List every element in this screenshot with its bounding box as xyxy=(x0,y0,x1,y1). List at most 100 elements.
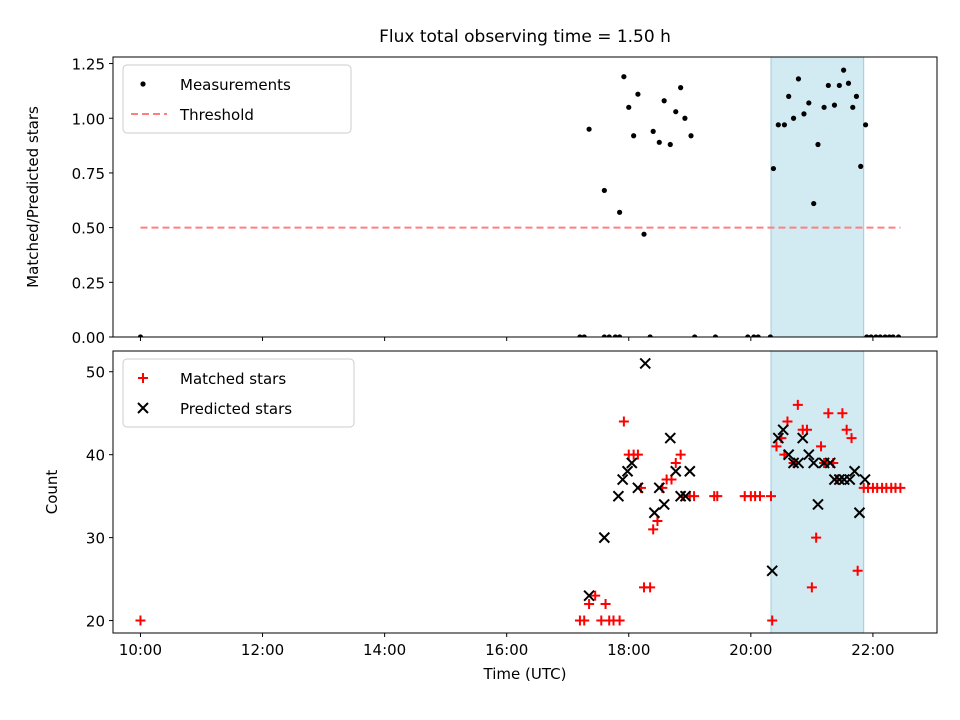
measurement-point xyxy=(895,334,902,337)
measurement-point xyxy=(647,334,653,337)
y-tick-label: 0.00 xyxy=(72,329,105,347)
predicted-star-marker xyxy=(658,498,670,511)
matched-star-marker xyxy=(846,433,857,444)
legend-box xyxy=(122,64,352,134)
predicted-star-marker xyxy=(598,531,611,544)
measurement-point xyxy=(882,334,888,337)
measurement-point xyxy=(617,334,623,337)
bottom-panel: 20 30 40 50 10:00 12:00 14:00 16:00 18:00 20:00 22… xyxy=(43,350,938,683)
measurement-point xyxy=(673,109,679,115)
measurement-point xyxy=(621,74,627,80)
predicted-star-marker xyxy=(844,473,856,486)
x-axis-label: Time (UTC) xyxy=(483,665,567,683)
measurement-point xyxy=(617,209,623,215)
matched-star-marker xyxy=(765,491,776,502)
matched-star-marker xyxy=(771,441,782,452)
matched-star-marker xyxy=(614,615,625,626)
matched-star-marker xyxy=(811,532,822,543)
matched-star-marker xyxy=(590,590,601,601)
matched-star-marker xyxy=(600,598,611,609)
measurement-point xyxy=(635,91,641,97)
measurement-point xyxy=(811,200,817,207)
legend: Measurements Threshold xyxy=(122,64,352,134)
legend: Matched stars Predicted stars xyxy=(122,358,355,428)
measurement-point xyxy=(745,334,751,337)
predicted-star-marker xyxy=(616,473,629,486)
predicted-star-marker xyxy=(853,507,866,519)
matched-star-marker xyxy=(632,449,643,460)
matched-star-marker xyxy=(584,598,595,609)
shaded-region xyxy=(770,57,865,337)
measurement-point xyxy=(770,165,777,172)
predicted-star-marker xyxy=(772,432,785,444)
measurement-point xyxy=(650,128,656,134)
legend-box xyxy=(122,358,355,428)
y-tick-label: 0.25 xyxy=(72,274,105,292)
measurement-point xyxy=(586,126,592,132)
chart-title: Flux total observing time = 1.50 h xyxy=(379,27,671,47)
matched-star-marker xyxy=(837,408,848,419)
predicted-star-marker xyxy=(807,457,820,469)
predicted-star-marker xyxy=(766,565,778,577)
matched-star-marker xyxy=(618,416,629,427)
measurement-point xyxy=(712,334,719,337)
matched-star-marker xyxy=(670,457,681,468)
y-tick-label: 0.50 xyxy=(72,220,105,238)
measurement-point xyxy=(845,80,852,86)
measurement-point xyxy=(850,104,856,110)
matched-star-marker xyxy=(895,482,906,493)
predicted-star-marker xyxy=(824,457,836,469)
measurement-point xyxy=(890,334,896,337)
measurement-point xyxy=(682,115,688,121)
y-tick-label: 50 xyxy=(86,364,105,382)
measurement-point xyxy=(641,231,647,237)
measurement-point xyxy=(853,93,860,99)
matched-star-marker xyxy=(645,582,656,593)
measurement-point xyxy=(601,334,607,337)
predicted-star-marker xyxy=(792,457,805,469)
measurement-point xyxy=(601,187,607,194)
measurement-point xyxy=(841,67,847,73)
legend-label: Matched stars xyxy=(180,370,286,388)
y-tick-label: 20 xyxy=(86,613,105,631)
predicted-star-marker xyxy=(583,589,595,602)
y-tick-label: 0.75 xyxy=(72,165,105,183)
matched-star-marker xyxy=(675,449,686,460)
y-tick-label: 30 xyxy=(86,530,105,548)
plot-area xyxy=(137,57,902,337)
predicted-star-marker xyxy=(859,473,871,486)
y-axis-label: Count xyxy=(43,470,61,515)
panel-frame xyxy=(112,350,938,634)
predicted-star-marker xyxy=(639,357,651,370)
legend-label: Threshold xyxy=(179,106,254,124)
measurement-point xyxy=(767,334,773,337)
measurement-point xyxy=(577,334,583,337)
measurement-point xyxy=(795,76,802,82)
matched-star-marker xyxy=(823,408,834,419)
measurement-point xyxy=(667,141,673,148)
top-panel: 0.00 0.25 0.50 0.75 1.00 1.25 Matched/Predicte… xyxy=(24,56,938,347)
predicted-star-marker xyxy=(632,482,644,494)
predicted-star-marker xyxy=(812,498,824,511)
plot-area xyxy=(135,351,906,633)
predicted-star-marker xyxy=(670,465,682,477)
predicted-star-marker xyxy=(833,473,846,486)
matched-star-marker xyxy=(135,615,146,626)
predicted-star-marker xyxy=(648,507,661,519)
measurement-point xyxy=(661,98,667,104)
measurement-point xyxy=(815,141,821,148)
legend-label: Predicted stars xyxy=(180,400,292,418)
measurement-point xyxy=(806,100,812,106)
y-tick-label: 1.00 xyxy=(72,110,105,128)
predicted-star-marker xyxy=(848,465,861,477)
predicted-star-marker xyxy=(626,457,638,469)
measurement-point xyxy=(755,334,761,337)
x-tick-label: 20:00 xyxy=(729,641,772,659)
x-tick-label: 22:00 xyxy=(851,641,894,659)
legend-marker-matched xyxy=(138,373,148,383)
shaded-region xyxy=(770,351,865,633)
measurement-point xyxy=(678,85,684,91)
matched-star-marker xyxy=(806,582,817,593)
measurement-point xyxy=(836,82,842,89)
measurement-point xyxy=(581,334,587,337)
